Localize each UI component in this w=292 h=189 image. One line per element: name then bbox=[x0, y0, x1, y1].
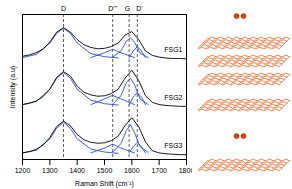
svg-text:FSG2: FSG2 bbox=[164, 94, 182, 101]
svg-text:1200: 1200 bbox=[15, 167, 31, 174]
svg-text:1400: 1400 bbox=[69, 167, 85, 174]
svg-text:D': D' bbox=[136, 5, 142, 12]
svg-text:Intensity (a.u): Intensity (a.u) bbox=[9, 66, 17, 108]
svg-text:1800: 1800 bbox=[179, 167, 192, 174]
svg-text:FSG3: FSG3 bbox=[164, 142, 182, 149]
svg-text:D: D bbox=[61, 5, 66, 12]
svg-text:FSG1: FSG1 bbox=[164, 46, 182, 53]
svg-text:Raman Shift (cm⁻¹): Raman Shift (cm⁻¹) bbox=[75, 180, 134, 188]
svg-text:1600: 1600 bbox=[124, 167, 140, 174]
svg-text:1300: 1300 bbox=[42, 167, 58, 174]
svg-text:D''': D''' bbox=[108, 5, 117, 12]
svg-text:1500: 1500 bbox=[97, 167, 113, 174]
svg-text:1700: 1700 bbox=[151, 167, 167, 174]
svg-text:G: G bbox=[125, 5, 130, 12]
